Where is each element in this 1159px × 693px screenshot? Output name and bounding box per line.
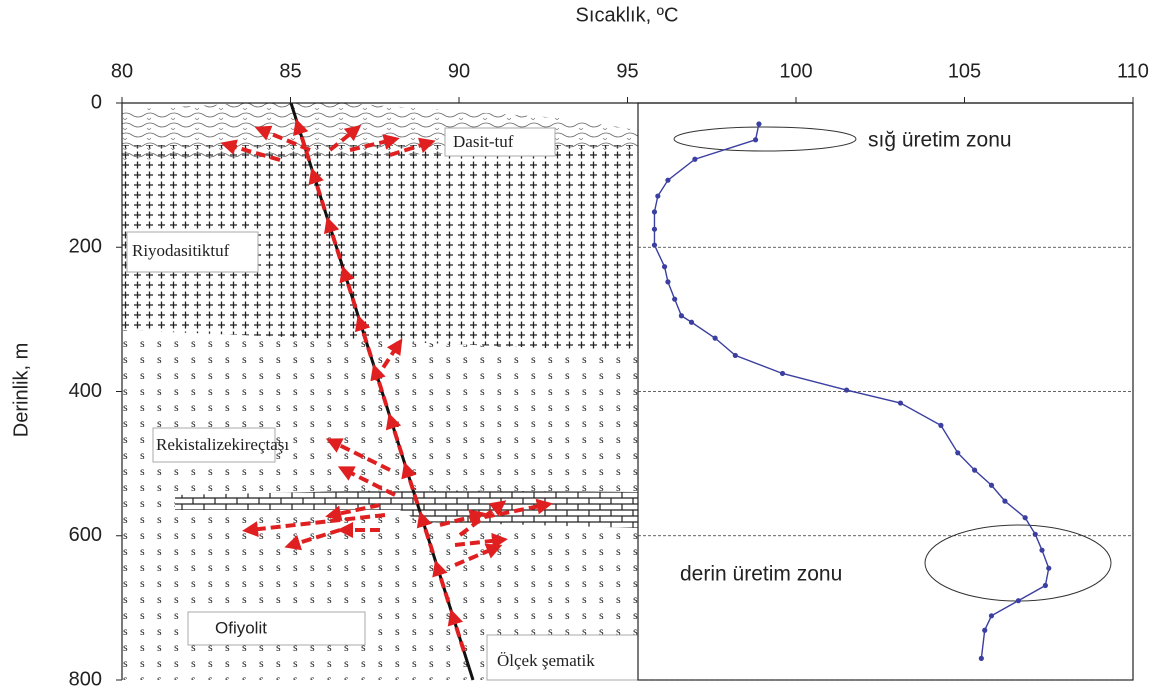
- flow-arrow: [447, 608, 466, 652]
- data-point: [756, 121, 762, 127]
- rhyodacite-layer: [122, 145, 638, 352]
- flow-arrow: [354, 314, 373, 358]
- flow-arrow: [284, 528, 341, 551]
- flow-arrow: [416, 510, 435, 554]
- x-tick-label: 100: [779, 60, 812, 82]
- zone-ellipse: [673, 126, 857, 152]
- data-point: [1015, 598, 1022, 604]
- flow-arrow: [323, 216, 343, 260]
- data-point: [1046, 565, 1052, 571]
- data-point: [1022, 515, 1028, 521]
- data-point: [1042, 582, 1048, 589]
- limestone-layer: [175, 490, 638, 528]
- data-point: [651, 242, 658, 248]
- y-tick-label: 200: [69, 236, 102, 258]
- data-point: [897, 400, 904, 406]
- layer-label: Rekistalizekireçtaşı: [156, 435, 289, 454]
- flow-arrow: [385, 412, 404, 456]
- data-point: [752, 137, 759, 143]
- x-tick-label: 90: [448, 60, 470, 82]
- flow-arrow: [308, 167, 327, 211]
- flow-arrow: [389, 137, 436, 157]
- flow-arrow: [458, 500, 507, 537]
- flow-arrow: [439, 509, 486, 527]
- flow-arrow: [254, 125, 311, 152]
- data-point: [692, 156, 698, 162]
- data-point: [955, 450, 961, 456]
- data-point: [651, 209, 658, 215]
- flow-arrow: [339, 265, 358, 309]
- flow-arrow: [325, 503, 381, 522]
- data-point: [972, 467, 978, 473]
- y-tick-label: 0: [91, 91, 102, 113]
- layer-label: Ölçek şematik: [497, 651, 595, 670]
- label-box: [187, 611, 366, 646]
- temperature-line: [653, 123, 1050, 659]
- x-tick-label: 95: [616, 60, 638, 82]
- data-point: [1032, 531, 1038, 537]
- data-point: [651, 226, 658, 232]
- flow-arrow: [349, 134, 400, 152]
- flow-arrow: [337, 466, 396, 497]
- data-point: [678, 313, 685, 319]
- data-point: [688, 319, 695, 325]
- layer-label: Riyodasitiktuf: [132, 241, 230, 260]
- flow-arrow: [325, 438, 391, 472]
- flow-arrow: [454, 532, 508, 549]
- data-point: [938, 422, 944, 428]
- data-point: [732, 352, 738, 359]
- flow-arrow: [454, 543, 503, 567]
- zone-label: derin üretim zonu: [680, 563, 842, 586]
- flow-arrow: [401, 461, 420, 505]
- data-point: [988, 482, 995, 488]
- flow-arrow: [220, 139, 281, 162]
- y-axis-title: Derinlik, m: [10, 343, 32, 437]
- y-tick-label: 600: [69, 524, 102, 546]
- flow-arrow: [432, 559, 451, 603]
- label-box: [126, 231, 259, 273]
- data-point: [843, 387, 850, 393]
- data-point: [978, 655, 984, 661]
- zone-label: sığ üretim zonu: [868, 129, 1012, 152]
- data-point: [655, 193, 661, 199]
- x-tick-label: 110: [1117, 60, 1149, 82]
- label-box: [444, 127, 556, 157]
- data-point: [1039, 547, 1045, 553]
- y-tick-label: 800: [69, 668, 102, 690]
- data-point: [779, 370, 786, 377]
- dacite-layer: [122, 100, 638, 160]
- flow-arrow: [293, 118, 312, 162]
- flow-arrows: [220, 118, 553, 652]
- layer-label: Dasit-tuf: [453, 132, 514, 151]
- geology-schematic: Dasit-tuf Riyodasitiktuf Rekistalizekire…: [122, 100, 639, 681]
- data-point: [672, 296, 678, 302]
- data-point: [661, 264, 668, 270]
- flow-arrow: [373, 338, 403, 382]
- flow-arrow: [469, 498, 553, 522]
- layer-label: Ofiyolit: [215, 618, 267, 637]
- x-axis-title: Sıcaklık, ºC: [576, 4, 679, 26]
- flow-arrow: [328, 125, 362, 152]
- data-point: [982, 627, 988, 633]
- data-point: [665, 177, 671, 183]
- label-box: [152, 427, 276, 463]
- data-point: [988, 613, 995, 619]
- flow-arrow: [242, 513, 386, 538]
- x-tick-label: 80: [111, 60, 133, 82]
- x-tick-label: 85: [279, 60, 301, 82]
- y-tick-label: 400: [69, 380, 102, 402]
- zone-ellipse: [924, 524, 1112, 602]
- data-point: [1002, 498, 1008, 504]
- grid: [638, 102, 1133, 681]
- data-point: [712, 335, 718, 341]
- data-point: [665, 279, 671, 285]
- x-tick-label: 105: [948, 60, 981, 82]
